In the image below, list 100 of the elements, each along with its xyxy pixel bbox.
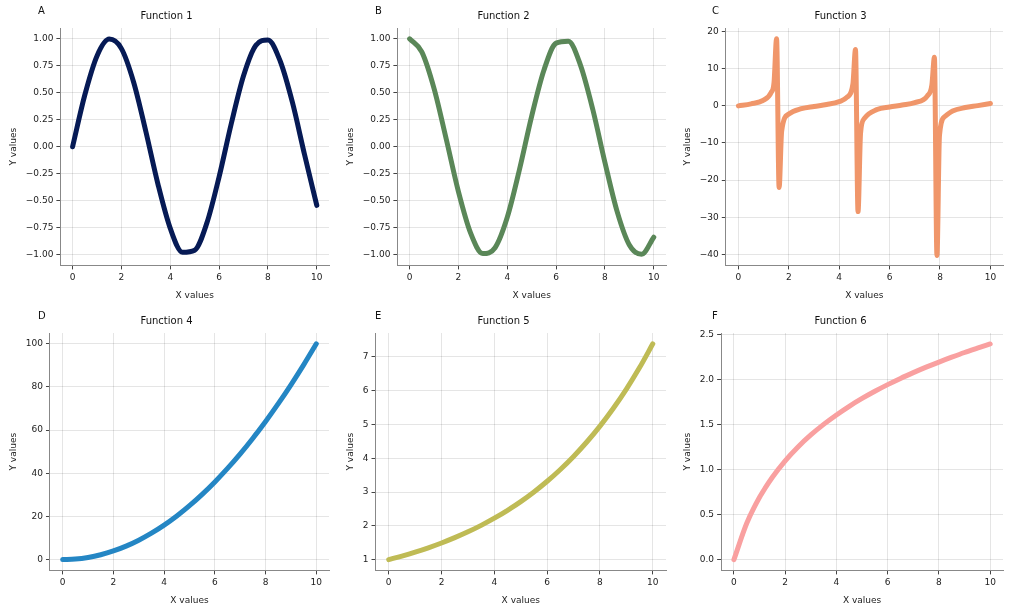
x-tick-label: 4 bbox=[504, 272, 511, 283]
y-tick-label: 20 bbox=[31, 510, 44, 521]
y-tick-label: 0.00 bbox=[33, 141, 54, 152]
y-axis-title: Y values bbox=[344, 432, 355, 472]
x-tick-label: 8 bbox=[262, 577, 269, 588]
y-axis-title: Y values bbox=[681, 432, 692, 472]
y-tick-label: 3 bbox=[362, 486, 369, 497]
x-tick-label: 2 bbox=[118, 272, 125, 283]
y-tick-label: 20 bbox=[707, 26, 720, 37]
y-tick-label: −0.25 bbox=[362, 168, 391, 179]
x-tick-label: 6 bbox=[211, 577, 218, 588]
y-axis-title: Y values bbox=[7, 127, 18, 167]
y-tick-label: −0.75 bbox=[25, 221, 54, 232]
y-tick-label: −0.50 bbox=[25, 195, 54, 205]
x-tick-label: 4 bbox=[161, 577, 168, 588]
x-tick-label: 10 bbox=[647, 577, 659, 588]
y-tick-label: 7 bbox=[362, 351, 369, 362]
y-tick-label: 2 bbox=[362, 520, 369, 531]
y-tick-label: −10 bbox=[699, 137, 720, 148]
y-tick-label: 0.75 bbox=[33, 60, 54, 71]
y-tick-label: 6 bbox=[362, 385, 369, 396]
y-tick-label: 60 bbox=[31, 424, 44, 435]
text: B bbox=[375, 4, 382, 16]
y-tick-label: −1.00 bbox=[25, 248, 54, 259]
y-tick-label: 1.00 bbox=[33, 33, 54, 44]
y-tick-label: −40 bbox=[699, 248, 720, 259]
x-tick-label: 6 bbox=[544, 577, 551, 588]
x-tick-label: 0 bbox=[406, 272, 413, 283]
x-tick-label: 6 bbox=[553, 272, 560, 283]
x-tick-label: 2 bbox=[455, 272, 462, 283]
y-tick-label: −0.25 bbox=[25, 168, 54, 179]
x-axis-title: X values bbox=[170, 594, 209, 605]
chart-title: Function 3 bbox=[814, 9, 867, 21]
y-tick-label: −20 bbox=[699, 174, 720, 185]
x-tick-label: 10 bbox=[311, 272, 323, 283]
y-tick-label: −30 bbox=[699, 211, 720, 222]
y-tick-label: 0.0 bbox=[699, 553, 715, 564]
y-tick-label: 10 bbox=[707, 63, 720, 74]
x-tick-label: 8 bbox=[265, 272, 272, 283]
x-tick-label: 4 bbox=[836, 272, 843, 283]
x-tick-label: 10 bbox=[310, 577, 323, 588]
x-axis-title: X values bbox=[842, 594, 882, 605]
y-tick-label: 0.50 bbox=[33, 87, 54, 98]
y-tick-label: 40 bbox=[31, 467, 44, 478]
x-tick-label: 6 bbox=[886, 272, 893, 283]
y-tick-label: 0 bbox=[713, 100, 720, 111]
x-tick-label: 0 bbox=[735, 272, 742, 283]
x-tick-label: 8 bbox=[597, 577, 604, 588]
x-axis-title: X values bbox=[845, 289, 884, 300]
x-axis-title: X values bbox=[501, 594, 541, 605]
chart-title: Function 2 bbox=[477, 9, 530, 21]
chart-title: Function 1 bbox=[140, 9, 193, 21]
x-tick-label: 6 bbox=[216, 272, 223, 283]
x-tick-label: 10 bbox=[984, 577, 997, 588]
x-tick-label: 4 bbox=[491, 577, 498, 588]
text: F bbox=[712, 309, 718, 321]
y-tick-label: 80 bbox=[31, 381, 44, 392]
y-tick-label: 1.0 bbox=[699, 464, 715, 475]
x-tick-label: 8 bbox=[936, 577, 943, 588]
x-tick-label: 4 bbox=[167, 272, 174, 283]
text: A bbox=[38, 4, 45, 16]
y-axis-title: Y values bbox=[681, 127, 692, 167]
chart-title: Function 4 bbox=[140, 314, 193, 326]
text: D bbox=[38, 309, 46, 321]
y-tick-label: −0.50 bbox=[362, 195, 391, 205]
x-tick-label: 2 bbox=[785, 272, 792, 283]
x-tick-label: 4 bbox=[833, 577, 840, 588]
x-tick-label: 10 bbox=[984, 272, 997, 283]
y-tick-label: 0.25 bbox=[370, 114, 391, 125]
y-tick-label: 100 bbox=[25, 338, 44, 349]
chart-title: Function 6 bbox=[814, 314, 867, 326]
x-tick-label: 8 bbox=[602, 272, 609, 283]
x-tick-label: 0 bbox=[59, 577, 66, 588]
y-axis-title: Y values bbox=[7, 432, 18, 472]
x-tick-label: 0 bbox=[69, 272, 76, 283]
x-axis-title: X values bbox=[512, 289, 552, 300]
y-tick-label: 0.5 bbox=[699, 508, 715, 519]
y-tick-label: −0.75 bbox=[362, 221, 391, 232]
y-tick-label: 0.50 bbox=[370, 87, 391, 98]
y-tick-label: 0.75 bbox=[370, 60, 391, 71]
x-tick-label: 8 bbox=[937, 272, 944, 283]
x-tick-label: 2 bbox=[782, 577, 789, 588]
text: E bbox=[375, 309, 382, 321]
y-tick-label: 1.00 bbox=[370, 33, 391, 44]
y-tick-label: 4 bbox=[362, 452, 369, 463]
x-tick-label: 10 bbox=[648, 272, 660, 283]
x-tick-label: 2 bbox=[110, 577, 117, 588]
text: C bbox=[712, 4, 719, 16]
y-tick-label: −1.00 bbox=[362, 248, 391, 259]
y-tick-label: 1 bbox=[362, 553, 369, 564]
y-tick-label: 2.5 bbox=[699, 329, 715, 340]
y-tick-label: 0 bbox=[37, 553, 44, 564]
x-axis-title: X values bbox=[175, 289, 215, 300]
chart-title: Function 5 bbox=[477, 314, 530, 326]
x-tick-label: 2 bbox=[438, 577, 445, 588]
y-tick-label: 1.5 bbox=[699, 419, 715, 430]
y-tick-label: 0.00 bbox=[370, 141, 391, 152]
y-tick-label: 0.25 bbox=[33, 114, 54, 125]
x-tick-label: 0 bbox=[731, 577, 738, 588]
x-tick-label: 6 bbox=[884, 577, 891, 588]
